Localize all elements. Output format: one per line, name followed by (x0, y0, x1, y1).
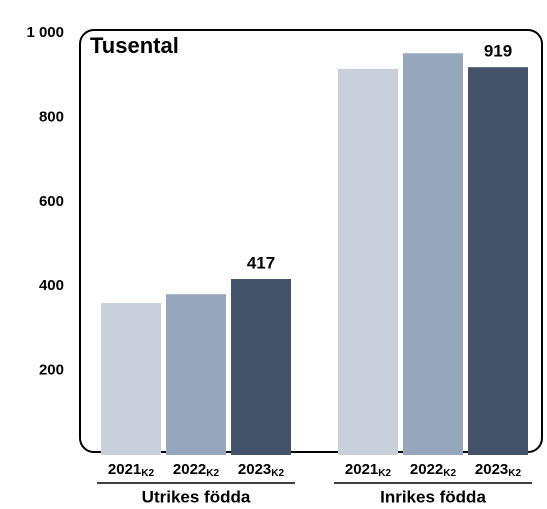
series-suffix: K2 (378, 468, 391, 479)
series-suffix: K2 (271, 468, 284, 479)
bar (101, 303, 161, 455)
series-name: 2023 (475, 461, 508, 478)
bar (166, 294, 226, 455)
series-name: 2022 (410, 461, 443, 478)
legend-label: 2021K2 (108, 461, 155, 479)
bar (403, 53, 463, 455)
series-name: 2021 (345, 461, 378, 478)
y-tick-label: 400 (39, 277, 64, 294)
series-suffix: K2 (508, 468, 521, 479)
series-name: 2021 (108, 461, 141, 478)
y-tick-label: 800 (39, 108, 64, 125)
plot-frame (79, 29, 543, 453)
bar (468, 67, 528, 455)
series-name: 2022 (173, 461, 206, 478)
chart-title: Tusental (90, 33, 179, 58)
legend-label: 2022K2 (173, 461, 220, 479)
y-tick-label: 600 (39, 193, 64, 210)
legend-label: 2023K2 (238, 461, 285, 479)
legend-label: 2021K2 (345, 461, 392, 479)
series-suffix: K2 (206, 468, 219, 479)
y-tick-label: 200 (39, 362, 64, 379)
legend-label: 2022K2 (410, 461, 457, 479)
y-tick-label: 1 000 (26, 24, 64, 41)
x-tick-label: Utrikes födda (142, 487, 251, 506)
bar (231, 279, 291, 455)
x-tick-label: Inrikes födda (380, 487, 486, 506)
bar (338, 68, 398, 456)
series-suffix: K2 (141, 468, 154, 479)
series-name: 2023 (238, 461, 271, 478)
data-label: 919 (484, 42, 512, 61)
legend-label: 2023K2 (475, 461, 522, 479)
data-label: 417 (247, 254, 275, 273)
series-suffix: K2 (443, 468, 456, 479)
